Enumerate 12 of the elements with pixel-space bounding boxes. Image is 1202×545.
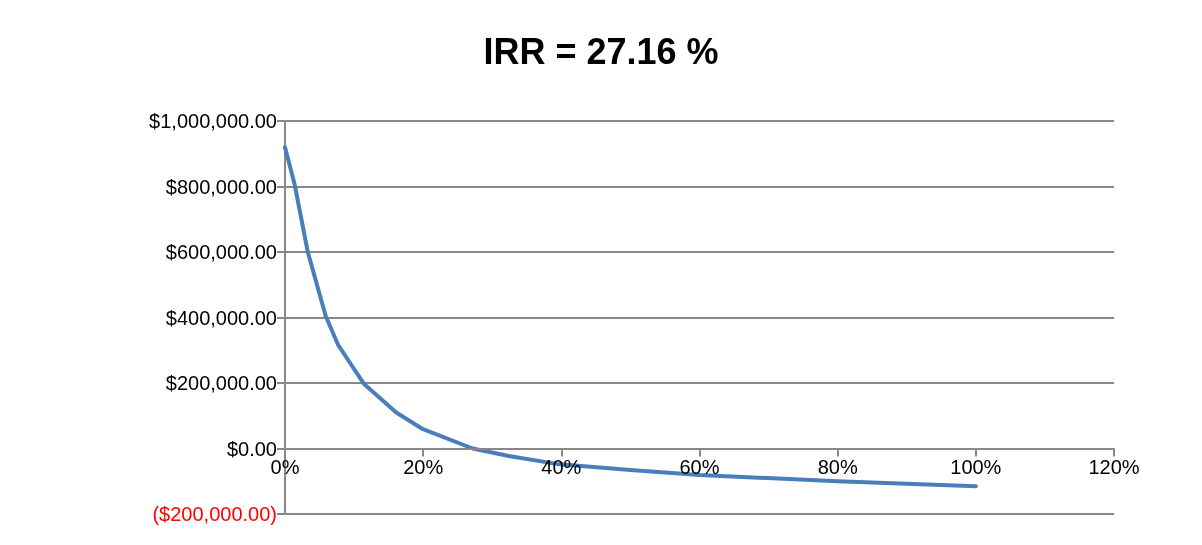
y-tick-label: $600,000.00: [165, 241, 277, 263]
y-tick-label: $1,000,000.00: [149, 110, 277, 132]
y-tick-label: $800,000.00: [165, 175, 277, 198]
y-tick-label: $200,000.00: [165, 372, 277, 394]
x-tick-label: 120%: [1088, 455, 1140, 478]
x-tick-label: 80%: [817, 455, 858, 478]
chart-title: IRR = 27.16 %: [483, 30, 719, 72]
y-tick-label: ($200,000.00): [152, 503, 277, 525]
x-tick-label: 100%: [950, 455, 1002, 478]
x-tick-label: 20%: [403, 455, 444, 478]
y-tick-label: $400,000.00: [165, 306, 277, 329]
x-tick-label: 60%: [679, 455, 720, 478]
